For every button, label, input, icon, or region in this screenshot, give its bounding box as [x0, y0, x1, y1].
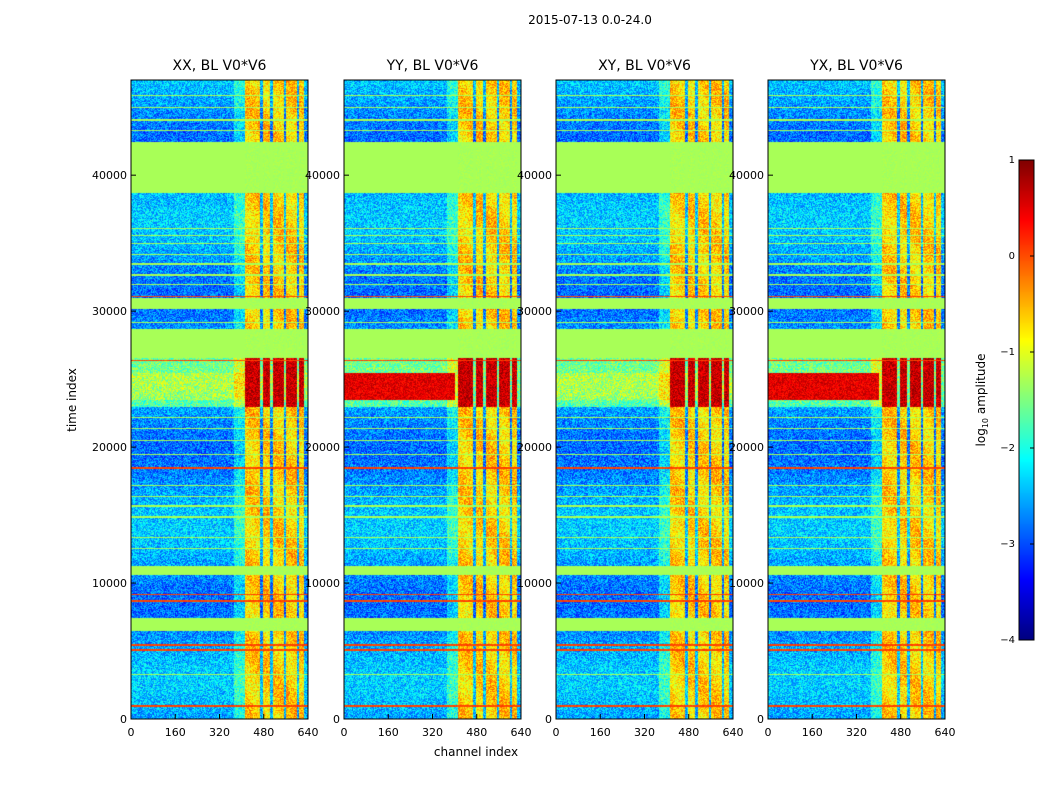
panel-title-yy: YY, BL V0*V6 [386, 58, 479, 74]
x-tick-label: 640 [298, 726, 319, 739]
x-tick-label: 480 [678, 726, 699, 739]
x-tick-label: 160 [378, 726, 399, 739]
y-axis-label: time index [65, 368, 79, 432]
x-axis-label: channel index [433, 745, 519, 759]
panel-title-xy: XY, BL V0*V6 [598, 58, 691, 74]
panel-title-xx: XX, BL V0*V6 [172, 58, 267, 74]
y-tick-label: 40000 [305, 169, 340, 182]
colorbar-label-sub: 10 [981, 417, 991, 429]
y-tick-label: 40000 [517, 169, 552, 182]
y-tick-label: 20000 [305, 441, 340, 454]
colorbar-tick-label: 0 [1009, 251, 1015, 262]
y-tick-label: 30000 [92, 305, 127, 318]
x-tick-label: 0 [128, 726, 135, 739]
y-tick-label: 0 [545, 713, 552, 726]
x-tick-label: 480 [890, 726, 911, 739]
x-tick-label: 160 [802, 726, 823, 739]
colorbar-label: log10 amplitude [974, 354, 990, 447]
colorbar-tick-label: −3 [1000, 539, 1015, 550]
y-tick-label: 20000 [517, 441, 552, 454]
x-tick-label: 320 [846, 726, 867, 739]
colorbar [1019, 160, 1034, 640]
y-tick-label: 30000 [517, 305, 552, 318]
x-tick-label: 320 [634, 726, 655, 739]
panel-title-yx: YX, BL V0*V6 [810, 58, 903, 74]
x-tick-label: 160 [590, 726, 611, 739]
colorbar-tick-label: −2 [1000, 443, 1015, 454]
y-tick-label: 20000 [729, 441, 764, 454]
colorbar-label-text: amplitude [973, 353, 988, 415]
heatmap-yx [768, 80, 945, 719]
heatmap-xy [556, 80, 733, 719]
y-tick-label: 30000 [729, 305, 764, 318]
heatmap-xx [131, 80, 308, 719]
colorbar-tick-label: −4 [1000, 635, 1015, 646]
x-tick-label: 480 [466, 726, 487, 739]
heatmap-yy [344, 80, 521, 719]
figure-suptitle: 2015-07-13 0.0-24.0 [528, 13, 652, 27]
y-tick-label: 10000 [729, 577, 764, 590]
y-tick-label: 10000 [305, 577, 340, 590]
y-tick-label: 30000 [305, 305, 340, 318]
y-tick-label: 0 [120, 713, 127, 726]
x-tick-label: 0 [553, 726, 560, 739]
y-tick-label: 0 [757, 713, 764, 726]
y-tick-label: 40000 [729, 169, 764, 182]
colorbar-tick-label: 1 [1009, 155, 1015, 166]
x-tick-label: 640 [723, 726, 744, 739]
y-tick-label: 20000 [92, 441, 127, 454]
x-tick-label: 320 [422, 726, 443, 739]
y-tick-label: 10000 [92, 577, 127, 590]
x-tick-label: 0 [765, 726, 772, 739]
x-tick-label: 480 [253, 726, 274, 739]
y-tick-label: 40000 [92, 169, 127, 182]
y-tick-label: 10000 [517, 577, 552, 590]
colorbar-tick-label: −1 [1000, 347, 1015, 358]
colorbar-label-prefix: log [973, 428, 988, 447]
x-tick-label: 640 [511, 726, 532, 739]
x-tick-label: 160 [165, 726, 186, 739]
x-tick-label: 320 [209, 726, 230, 739]
x-tick-label: 0 [341, 726, 348, 739]
x-tick-label: 640 [935, 726, 956, 739]
y-tick-label: 0 [333, 713, 340, 726]
